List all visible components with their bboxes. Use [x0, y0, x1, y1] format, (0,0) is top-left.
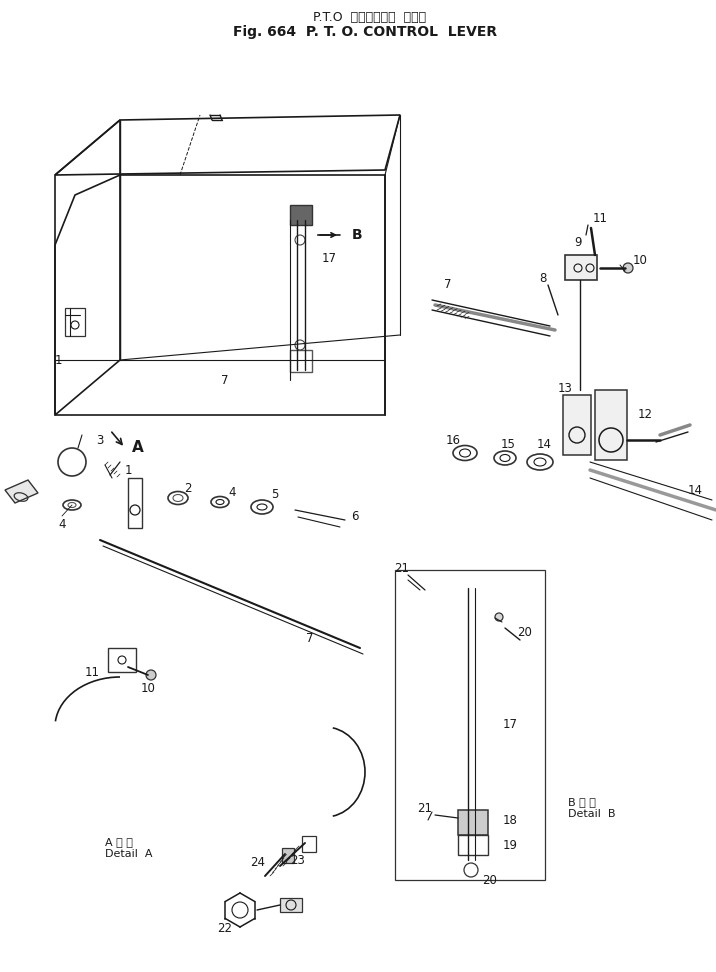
Text: 24: 24 [251, 855, 266, 869]
Bar [108, 648, 136, 672]
Text: 22: 22 [218, 921, 233, 934]
Text: 11: 11 [85, 666, 100, 678]
Circle shape [146, 670, 156, 680]
Text: 17: 17 [322, 252, 337, 264]
Bar [280, 898, 302, 912]
Text: 7: 7 [221, 373, 228, 387]
Text: 18: 18 [503, 814, 518, 826]
Text: B 拡 大
Detail  B: B 拡 大 Detail B [568, 797, 616, 818]
Text: 2: 2 [184, 481, 192, 495]
Text: Fig. 664  P. T. O. CONTROL  LEVER: Fig. 664 P. T. O. CONTROL LEVER [233, 25, 497, 39]
Text: 5: 5 [271, 489, 279, 502]
Text: 11: 11 [593, 212, 608, 225]
Bar [282, 848, 294, 863]
Bar [128, 478, 142, 528]
Bar [395, 570, 545, 880]
Text: 12: 12 [637, 408, 652, 422]
Text: 15: 15 [500, 437, 516, 450]
Text: 6: 6 [352, 510, 359, 524]
Text: 14: 14 [536, 438, 551, 452]
Text: 13: 13 [558, 381, 572, 395]
Text: 1: 1 [54, 354, 62, 366]
Text: 10: 10 [632, 254, 647, 266]
Text: 1: 1 [125, 464, 132, 476]
Text: 10: 10 [140, 681, 155, 695]
Bar [290, 205, 312, 225]
Text: 19: 19 [503, 839, 518, 851]
Circle shape [495, 613, 503, 621]
Text: 21: 21 [395, 562, 410, 574]
Text: 20: 20 [483, 874, 498, 886]
Text: 3: 3 [97, 434, 104, 446]
Text: 21: 21 [417, 802, 432, 815]
Text: A 拡 大
Detail  A: A 拡 大 Detail A [105, 837, 153, 859]
Bar [290, 350, 312, 372]
Text: 4: 4 [228, 485, 236, 499]
Text: 23: 23 [291, 853, 306, 866]
Text: 8: 8 [539, 271, 547, 285]
Bar [595, 390, 627, 460]
Bar [563, 395, 591, 455]
Polygon shape [5, 480, 38, 503]
Text: B: B [352, 228, 362, 242]
Text: 16: 16 [445, 434, 460, 446]
Bar [65, 308, 85, 336]
Text: 7: 7 [444, 279, 452, 292]
Text: P.T.O  コントロール  レバー: P.T.O コントロール レバー [314, 12, 427, 24]
Text: 20: 20 [518, 627, 533, 640]
Bar [458, 835, 488, 855]
Bar [565, 255, 597, 280]
Text: 14: 14 [687, 483, 702, 497]
Text: 4: 4 [58, 518, 66, 532]
Bar [302, 836, 316, 852]
Text: 7: 7 [306, 632, 314, 644]
Circle shape [623, 263, 633, 273]
Text: 9: 9 [574, 235, 581, 249]
Text: A: A [132, 440, 144, 456]
Text: 17: 17 [503, 718, 518, 732]
Bar [458, 810, 488, 835]
